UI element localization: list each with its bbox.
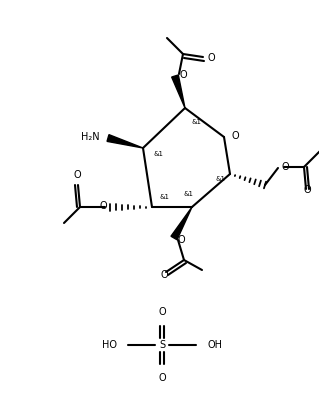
Text: HO: HO [102, 340, 117, 350]
Text: H₂N: H₂N [81, 132, 100, 142]
Text: &1: &1 [215, 176, 225, 182]
Text: &1: &1 [153, 151, 163, 157]
Text: &1: &1 [191, 119, 201, 125]
Text: O: O [158, 373, 166, 383]
Text: O: O [231, 131, 239, 141]
Text: O: O [100, 201, 107, 211]
Text: &1: &1 [160, 194, 170, 200]
Text: O: O [160, 270, 168, 280]
Text: O: O [303, 185, 311, 195]
Text: O: O [179, 70, 187, 80]
Polygon shape [171, 207, 192, 240]
Text: O: O [178, 235, 186, 245]
Text: OH: OH [207, 340, 222, 350]
Text: O: O [282, 162, 290, 172]
Polygon shape [172, 75, 185, 108]
Text: O: O [208, 53, 216, 63]
Polygon shape [107, 135, 143, 148]
Text: &1: &1 [183, 191, 193, 197]
Text: S: S [159, 340, 165, 350]
Text: O: O [73, 170, 81, 180]
Text: O: O [158, 307, 166, 317]
